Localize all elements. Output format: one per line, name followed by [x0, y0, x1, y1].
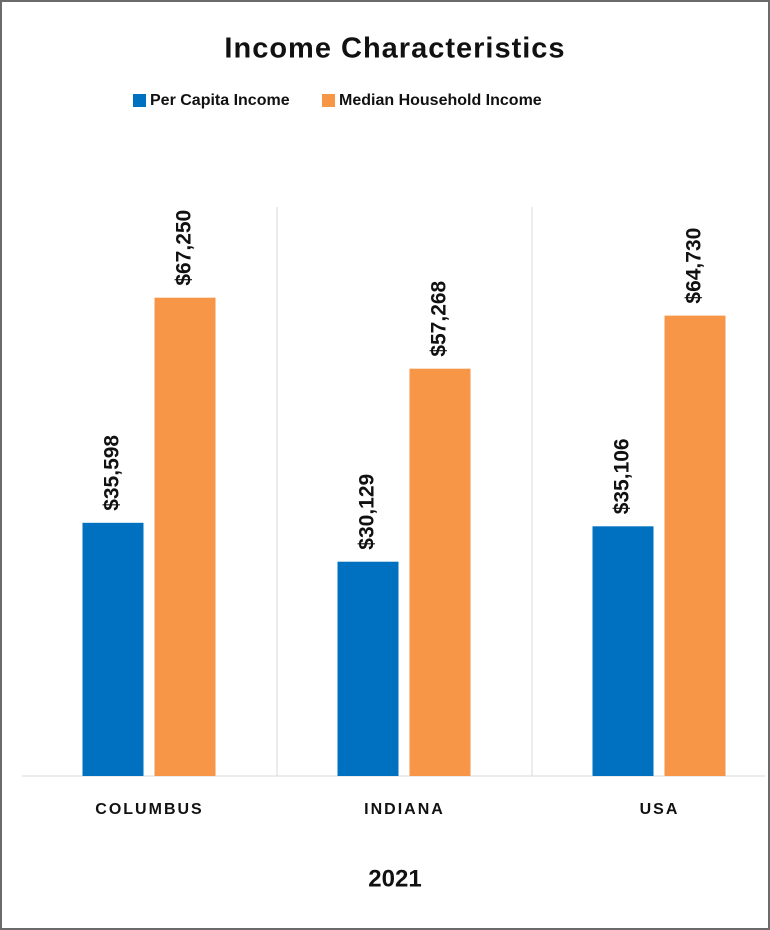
- bar: [83, 523, 144, 776]
- bar: [410, 369, 471, 776]
- legend-swatch: [322, 94, 335, 107]
- x-tick-label: USA: [640, 801, 680, 818]
- bar: [665, 316, 726, 776]
- x-axis-title: 2021: [368, 865, 421, 892]
- value-label: $64,730: [683, 228, 706, 304]
- chart: Income Characteristics 2021 Per Capita I…: [0, 0, 770, 930]
- legend-label: Median Household Income: [339, 92, 542, 109]
- bar: [155, 298, 216, 776]
- value-label: $30,129: [356, 474, 379, 550]
- x-tick-label: INDIANA: [364, 801, 445, 818]
- legend-label: Per Capita Income: [150, 92, 290, 109]
- value-label: $35,598: [101, 435, 124, 511]
- value-label: $35,106: [611, 438, 634, 514]
- bar: [593, 526, 654, 776]
- legend-swatch: [133, 94, 146, 107]
- value-label: $67,250: [173, 210, 196, 286]
- value-label: $57,268: [428, 280, 451, 356]
- chart-title: Income Characteristics: [224, 33, 565, 65]
- bar: [338, 562, 399, 776]
- x-tick-label: COLUMBUS: [95, 801, 203, 818]
